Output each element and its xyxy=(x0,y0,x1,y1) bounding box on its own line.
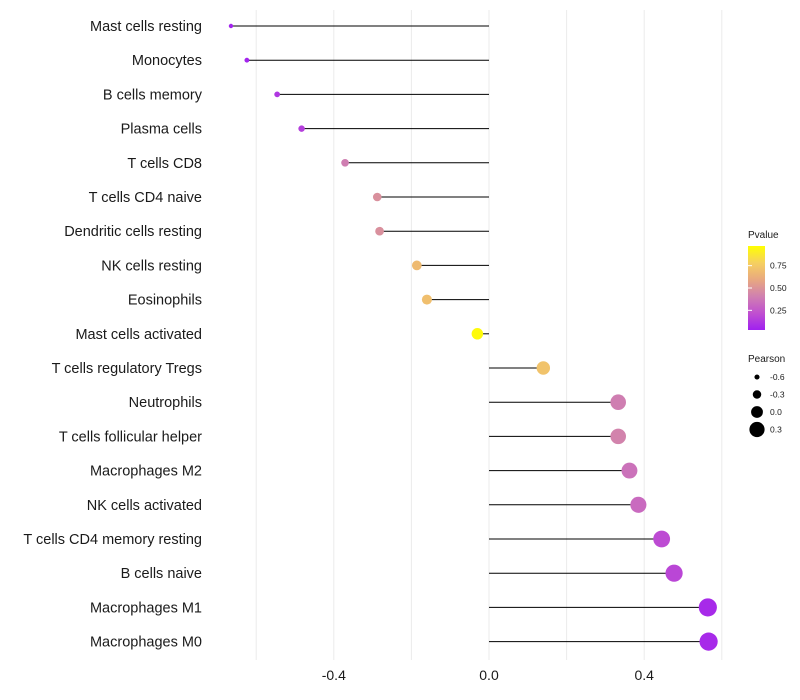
lollipop-point xyxy=(228,23,234,29)
category-label: Macrophages M0 xyxy=(90,635,202,651)
dot-layer xyxy=(228,23,718,651)
category-label: Macrophages M1 xyxy=(90,600,202,616)
x-tick-label: 0.0 xyxy=(479,667,499,683)
category-label: T cells CD4 naive xyxy=(89,190,202,206)
category-label: Eosinophils xyxy=(128,293,202,309)
lollipop-point xyxy=(621,462,638,479)
lollipop-point xyxy=(653,530,671,548)
category-label: T cells follicular helper xyxy=(59,429,202,445)
lollipop-point xyxy=(665,564,683,582)
stem-layer xyxy=(230,25,709,643)
lollipop-point xyxy=(536,361,551,375)
category-label: B cells naive xyxy=(121,566,202,582)
lollipop-point xyxy=(244,57,250,63)
pvalue-legend-title: Pvalue xyxy=(748,230,779,241)
lollipop-point xyxy=(610,428,626,445)
pearson-legend-title: Pearson xyxy=(748,354,785,365)
pvalue-colorbar xyxy=(748,246,765,330)
category-label: B cells memory xyxy=(103,87,203,103)
pvalue-legend: Pvalue 0.75 0.50 0.25 xyxy=(748,230,787,330)
category-label: T cells regulatory Tregs xyxy=(52,361,202,377)
lollipop-point xyxy=(610,394,626,410)
lollipop-point xyxy=(372,192,382,202)
category-label: Plasma cells xyxy=(121,122,202,138)
lollipop-point xyxy=(471,328,484,340)
colorbar-tick-label: 0.75 xyxy=(770,261,787,271)
lollipop-point xyxy=(274,91,281,98)
grid-layer xyxy=(255,10,723,660)
size-legend-key xyxy=(751,406,763,418)
category-labels: Mast cells resting Monocytes B cells memor… xyxy=(23,19,202,651)
lollipop-point xyxy=(630,496,647,513)
size-legend-label: 0.3 xyxy=(770,425,782,435)
size-legend-key xyxy=(749,421,765,438)
lollipop-point xyxy=(411,260,422,271)
category-label: Monocytes xyxy=(132,53,202,69)
lollipop-point xyxy=(421,294,432,305)
category-label: Mast cells activated xyxy=(75,327,202,343)
colorbar-tick-label: 0.50 xyxy=(770,283,787,293)
size-legend-label: 0.0 xyxy=(770,407,782,417)
colorbar-tick-label: 0.25 xyxy=(770,305,787,315)
category-label: Mast cells resting xyxy=(90,19,202,35)
x-tick-label: -0.4 xyxy=(322,667,346,683)
lollipop-point xyxy=(699,632,718,651)
category-label: T cells CD4 memory resting xyxy=(23,532,202,548)
category-label: Macrophages M2 xyxy=(90,464,202,480)
size-legend-key xyxy=(752,390,762,399)
lollipop-point xyxy=(698,598,717,617)
category-label: T cells CD8 xyxy=(127,156,202,172)
size-legend-key xyxy=(754,374,760,380)
category-label: Dendritic cells resting xyxy=(64,224,202,240)
category-label: Neutrophils xyxy=(129,395,202,411)
lollipop-point xyxy=(298,125,305,132)
size-legend-label: -0.6 xyxy=(770,372,785,382)
x-axis-tick-labels: -0.4 0.0 0.4 xyxy=(322,667,654,683)
lollipop-point xyxy=(341,158,349,167)
category-label: NK cells activated xyxy=(87,498,202,514)
category-label: NK cells resting xyxy=(101,258,202,274)
size-legend-label: -0.3 xyxy=(770,390,785,400)
lollipop-point xyxy=(375,226,384,236)
x-tick-label: 0.4 xyxy=(634,667,654,683)
pearson-legend: Pearson -0.6 -0.3 0.0 0.3 xyxy=(748,354,785,438)
